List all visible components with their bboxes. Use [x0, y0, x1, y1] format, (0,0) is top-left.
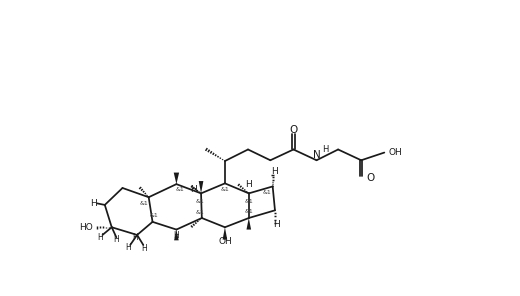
Text: H: H	[125, 243, 131, 252]
Text: &1: &1	[263, 190, 271, 195]
Text: H: H	[273, 221, 280, 229]
Text: &1: &1	[244, 209, 253, 214]
Text: &1: &1	[196, 199, 205, 204]
Text: &1: &1	[140, 201, 148, 206]
Text: H: H	[132, 233, 138, 242]
Text: H: H	[322, 145, 328, 154]
Polygon shape	[246, 218, 251, 230]
Text: H: H	[141, 244, 147, 252]
Text: &1: &1	[150, 213, 159, 218]
Text: N: N	[313, 150, 320, 160]
Text: &1: &1	[196, 210, 205, 215]
Text: O: O	[289, 125, 297, 135]
Text: H: H	[90, 199, 97, 208]
Text: H: H	[190, 185, 197, 194]
Text: OH: OH	[388, 148, 402, 157]
Text: &1: &1	[176, 187, 185, 192]
Text: H: H	[174, 231, 179, 240]
Polygon shape	[174, 230, 179, 240]
Text: H: H	[113, 235, 119, 244]
Text: H: H	[244, 180, 251, 189]
Text: HO: HO	[79, 223, 93, 232]
Text: O: O	[367, 173, 375, 183]
Text: &1: &1	[220, 187, 229, 192]
Polygon shape	[199, 181, 203, 193]
Polygon shape	[174, 173, 179, 184]
Text: H: H	[271, 167, 278, 176]
Text: &1: &1	[244, 199, 253, 204]
Text: OH: OH	[219, 237, 232, 246]
Polygon shape	[223, 227, 227, 239]
Text: H: H	[97, 233, 103, 242]
